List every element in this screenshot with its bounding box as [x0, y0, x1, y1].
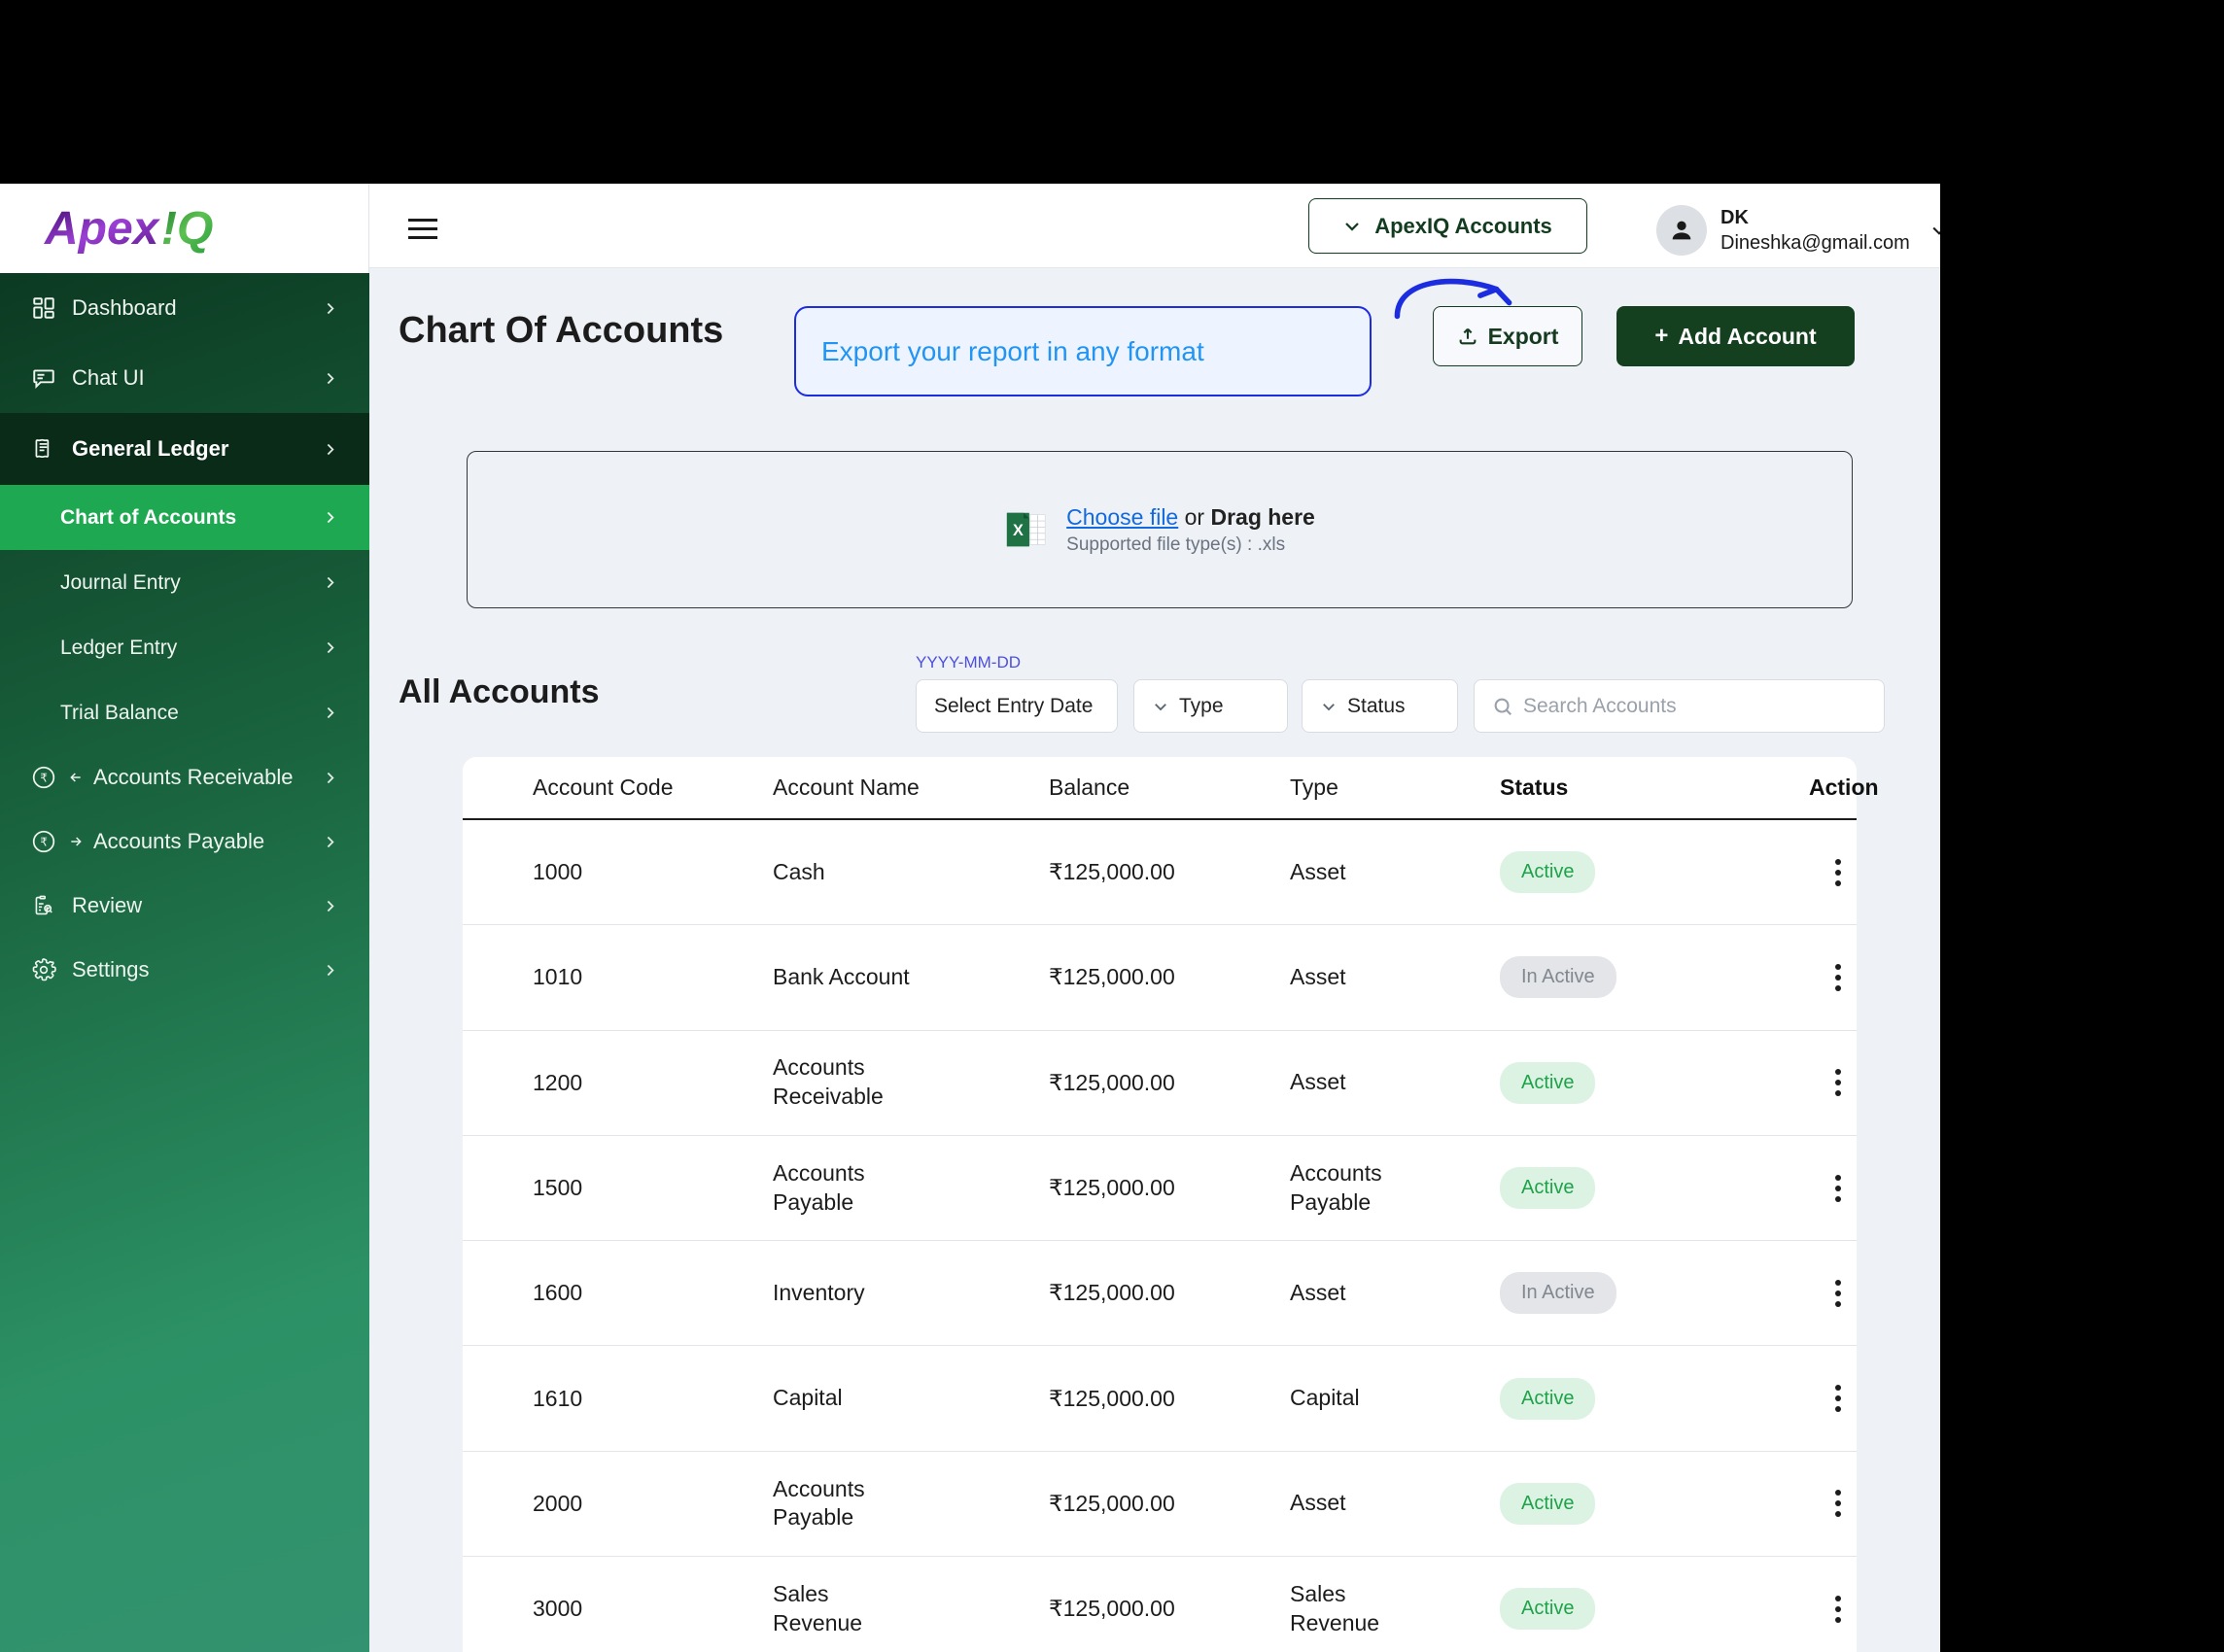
- svg-text:₹: ₹: [40, 835, 48, 848]
- svg-text:₹: ₹: [40, 771, 48, 784]
- svg-text:X: X: [1013, 522, 1024, 539]
- svg-text:!Q: !Q: [161, 203, 213, 255]
- svg-text:Apex: Apex: [44, 203, 161, 255]
